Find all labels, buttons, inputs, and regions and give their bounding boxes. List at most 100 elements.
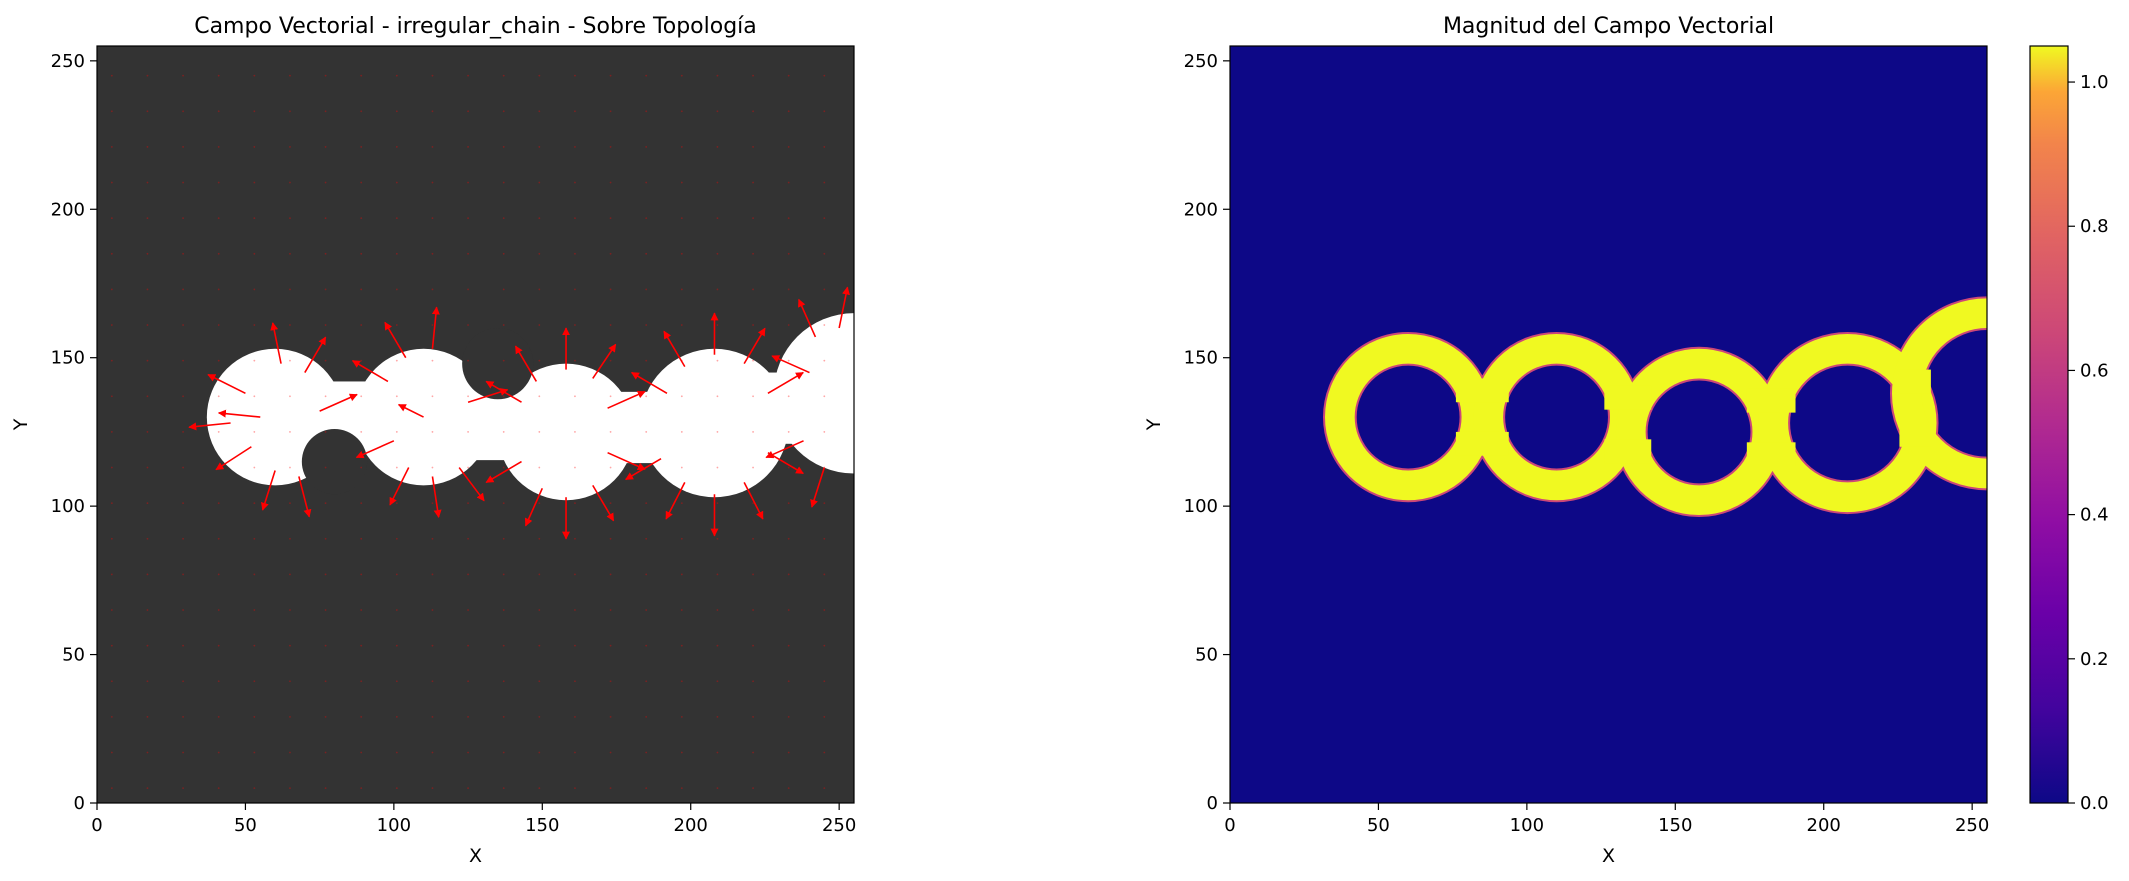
faint-arrow	[324, 431, 327, 433]
colorbar-gradient	[2029, 45, 2069, 804]
faint-arrow	[253, 252, 256, 255]
faint-arrow	[823, 573, 826, 576]
faint-arrow	[645, 181, 648, 184]
faint-arrow	[289, 74, 291, 77]
magnitude-y-label: Y	[1143, 418, 1165, 431]
faint-arrow	[360, 787, 363, 790]
vector-arrow	[304, 336, 327, 373]
faint-arrow	[324, 466, 327, 469]
faint-arrow	[395, 787, 398, 790]
faint-arrow	[110, 181, 113, 184]
faint-arrow	[431, 431, 434, 433]
faint-arrow	[609, 644, 612, 647]
y-tick-label: 50	[62, 645, 85, 666]
faint-arrow	[538, 181, 541, 184]
faint-arrow	[609, 324, 612, 326]
faint-arrow	[324, 288, 327, 291]
colorbar-tick-label: 0.2	[2080, 649, 2109, 670]
faint-arrow	[360, 466, 363, 469]
colorbar-tick-label: 1.0	[2080, 72, 2109, 93]
faint-arrow	[395, 217, 398, 220]
faint-arrow	[823, 644, 826, 647]
vector-arrow	[743, 327, 766, 365]
faint-arrow	[467, 74, 469, 77]
faint-arrow-grid	[110, 74, 826, 790]
faint-arrow	[146, 502, 149, 505]
x-tick-label: 100	[1510, 815, 1544, 836]
faint-arrow	[538, 573, 541, 576]
faint-arrow	[431, 359, 434, 362]
vector-arrow	[261, 470, 276, 511]
faint-arrow	[574, 288, 576, 291]
topology-mask	[206, 313, 854, 501]
faint-arrow	[110, 252, 113, 255]
faint-arrow	[360, 431, 363, 433]
faint-arrow	[110, 110, 113, 113]
faint-arrow	[289, 146, 291, 148]
faint-arrow	[182, 573, 184, 576]
magnitude-chart: Magnitud del Campo Vectorial 0 50 100 150 20…	[1143, 14, 1989, 867]
faint-arrow	[360, 181, 363, 184]
faint-arrow	[360, 395, 363, 398]
faint-arrow	[716, 146, 719, 148]
colorbar-tick-label: 0.6	[2080, 360, 2109, 381]
faint-arrow	[609, 252, 612, 255]
faint-arrow	[609, 573, 612, 576]
faint-arrow	[360, 609, 363, 611]
faint-arrow	[431, 609, 434, 611]
faint-arrow	[502, 252, 505, 255]
topology-notch	[301, 428, 368, 495]
magnitude-x-axis: 0 50 100 150 200 250	[1224, 803, 1989, 836]
faint-arrow	[787, 573, 790, 576]
faint-arrow	[467, 359, 469, 362]
faint-arrow	[716, 573, 719, 576]
faint-arrow	[395, 431, 398, 433]
faint-arrow	[324, 181, 327, 184]
faint-arrow	[609, 110, 612, 113]
faint-arrow	[752, 716, 754, 718]
faint-arrow	[431, 537, 434, 540]
faint-arrow	[716, 787, 719, 790]
faint-arrow	[182, 680, 184, 683]
faint-arrow	[182, 359, 184, 362]
faint-arrow	[146, 324, 149, 326]
y-tick-label: 100	[1184, 496, 1218, 517]
faint-arrow	[502, 609, 505, 611]
faint-arrow	[289, 787, 291, 790]
vector-arrow	[592, 484, 615, 522]
vector-arrow	[207, 373, 246, 395]
faint-arrow	[752, 431, 754, 433]
faint-arrow	[574, 680, 576, 683]
faint-arrow	[752, 537, 754, 540]
faint-arrow	[431, 288, 434, 291]
vector-arrow	[771, 355, 810, 374]
faint-arrow	[395, 146, 398, 148]
faint-arrow	[502, 787, 505, 790]
x-tick-label: 200	[1807, 815, 1841, 836]
faint-arrow	[645, 110, 648, 113]
faint-arrow	[324, 680, 327, 683]
faint-arrow	[645, 573, 648, 576]
faint-arrow	[467, 537, 469, 540]
faint-arrow	[146, 181, 149, 184]
faint-arrow	[110, 466, 113, 469]
faint-arrow	[395, 537, 398, 540]
colorbar-tick-label: 0.0	[2080, 793, 2109, 814]
vector-arrow	[743, 482, 764, 520]
faint-arrow	[502, 74, 505, 77]
faint-arrow	[431, 751, 434, 754]
faint-arrow	[289, 252, 291, 255]
faint-arrow	[574, 787, 576, 790]
faint-arrow	[467, 787, 469, 790]
faint-arrow	[217, 680, 220, 683]
faint-arrow	[574, 537, 576, 540]
faint-arrow	[680, 537, 683, 540]
faint-arrow	[609, 146, 612, 148]
faint-arrow	[645, 644, 648, 647]
faint-arrow	[431, 146, 434, 148]
quiver-x-label: X	[469, 845, 482, 867]
faint-arrow	[182, 431, 184, 433]
faint-arrow	[609, 217, 612, 220]
faint-arrow	[360, 644, 363, 647]
vector-arrow	[592, 343, 617, 379]
